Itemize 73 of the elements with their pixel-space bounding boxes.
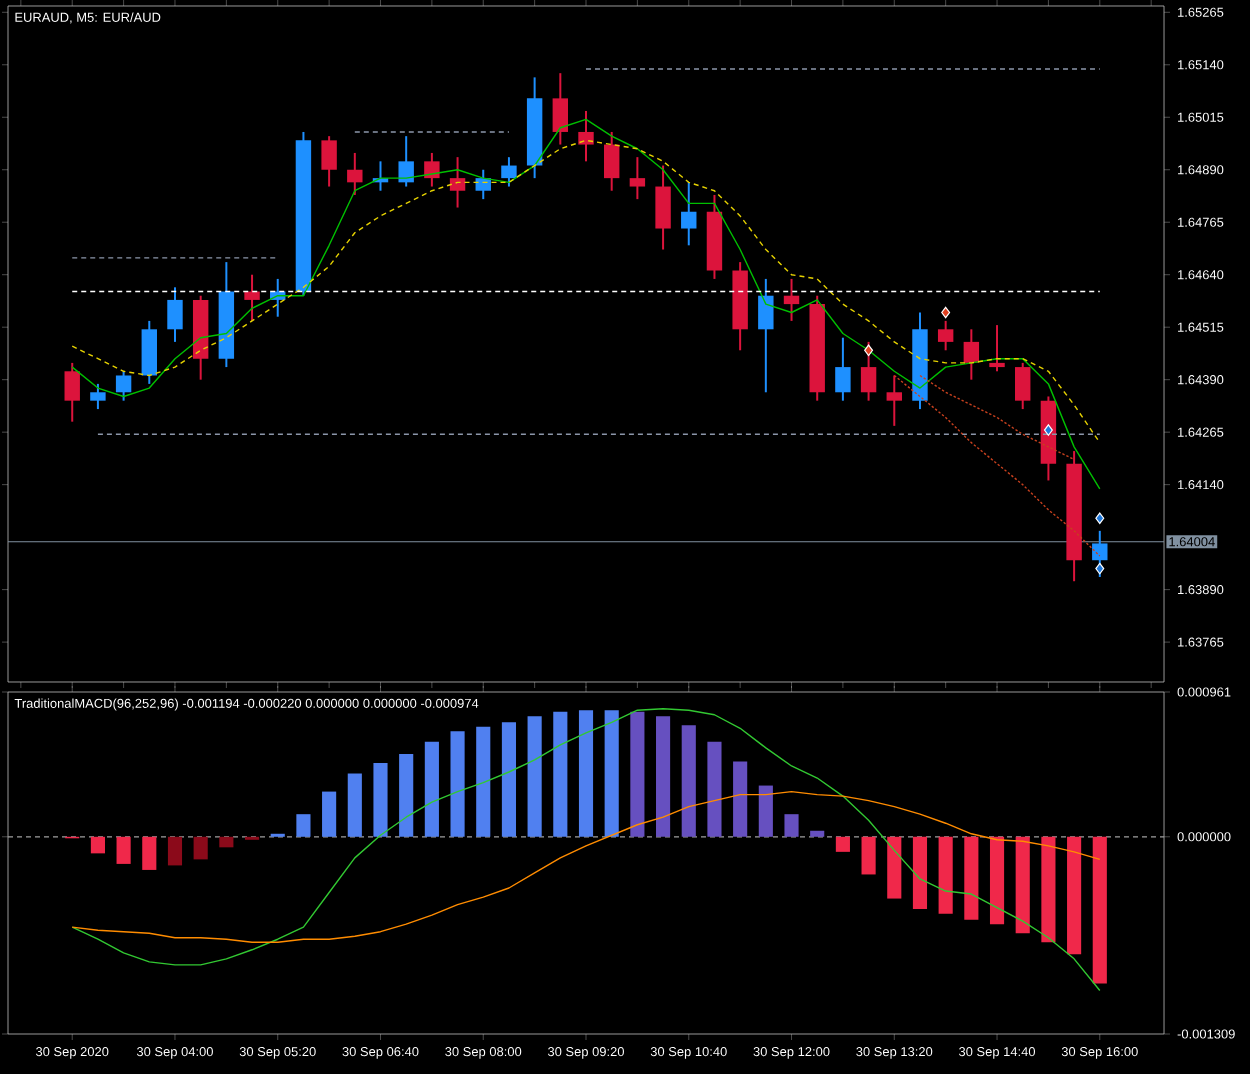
bar bbox=[527, 716, 542, 837]
line-series bbox=[71, 708, 1101, 992]
bar bbox=[116, 836, 131, 864]
bar bbox=[758, 785, 773, 837]
candlestick bbox=[758, 277, 774, 394]
bar bbox=[90, 836, 105, 854]
bar bbox=[887, 836, 902, 899]
bar bbox=[835, 836, 850, 852]
bar bbox=[630, 711, 645, 837]
bar bbox=[1041, 836, 1056, 943]
bar bbox=[399, 753, 414, 837]
candlestick bbox=[989, 324, 1005, 373]
candlestick bbox=[835, 336, 851, 402]
candlestick bbox=[90, 382, 106, 411]
candlestick bbox=[603, 130, 620, 192]
candlestick bbox=[64, 361, 80, 423]
bar bbox=[219, 836, 234, 848]
bar bbox=[296, 814, 311, 837]
bar bbox=[733, 761, 748, 837]
candlestick bbox=[681, 181, 697, 247]
bar bbox=[912, 836, 928, 910]
candlestick bbox=[347, 151, 363, 196]
candlestick bbox=[141, 319, 157, 385]
candlestick bbox=[449, 156, 466, 209]
bar bbox=[681, 725, 696, 837]
bar bbox=[322, 791, 337, 837]
bar bbox=[167, 836, 183, 866]
point bbox=[1095, 562, 1105, 575]
bar bbox=[373, 762, 388, 837]
bar bbox=[578, 710, 594, 837]
bar bbox=[784, 814, 799, 837]
bar bbox=[450, 731, 465, 837]
candlestick bbox=[244, 273, 260, 322]
candlestick bbox=[475, 168, 491, 201]
bar bbox=[861, 836, 876, 875]
bar bbox=[424, 741, 439, 837]
bar bbox=[964, 836, 979, 920]
candlestick bbox=[629, 156, 646, 201]
bar bbox=[553, 711, 568, 837]
bar bbox=[501, 722, 517, 837]
bar bbox=[656, 716, 671, 837]
point bbox=[941, 306, 951, 319]
bar bbox=[604, 710, 619, 837]
bar bbox=[1092, 836, 1107, 984]
candlestick bbox=[886, 374, 902, 427]
candlestick bbox=[424, 151, 440, 188]
candlestick bbox=[937, 319, 954, 352]
bar bbox=[193, 836, 208, 860]
candlestick bbox=[398, 135, 414, 188]
candlestick bbox=[1015, 361, 1031, 411]
point bbox=[1043, 424, 1053, 436]
bar bbox=[347, 773, 362, 837]
candlestick bbox=[783, 277, 800, 322]
candlestick bbox=[167, 286, 183, 343]
candlestick bbox=[655, 164, 671, 251]
bar bbox=[1067, 836, 1082, 955]
bar bbox=[142, 836, 157, 870]
point bbox=[864, 344, 874, 357]
bar bbox=[1015, 836, 1030, 934]
candlestick bbox=[115, 370, 132, 402]
candlestick bbox=[321, 135, 337, 188]
bar bbox=[707, 741, 722, 837]
candlestick bbox=[578, 109, 594, 163]
candlestick bbox=[501, 156, 517, 188]
bar bbox=[989, 836, 1005, 925]
candlestick bbox=[1092, 529, 1108, 579]
point bbox=[1095, 512, 1105, 525]
candlestick bbox=[860, 340, 877, 402]
candlestick bbox=[552, 72, 569, 146]
candlestick bbox=[963, 328, 980, 381]
bar bbox=[476, 726, 491, 837]
bar bbox=[938, 836, 953, 914]
bar bbox=[810, 830, 825, 837]
